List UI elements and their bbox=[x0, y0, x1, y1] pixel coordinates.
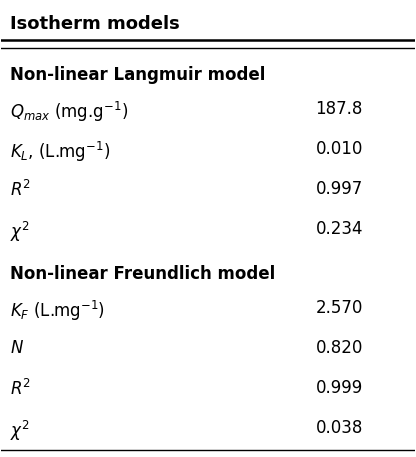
Text: $\chi^{2}$: $\chi^{2}$ bbox=[10, 220, 29, 244]
Text: $\mathit{N}$: $\mathit{N}$ bbox=[10, 339, 24, 357]
Text: 0.820: 0.820 bbox=[315, 339, 363, 357]
Text: 0.010: 0.010 bbox=[315, 140, 363, 158]
Text: 0.234: 0.234 bbox=[315, 220, 363, 238]
Text: Non-linear Langmuir model: Non-linear Langmuir model bbox=[10, 66, 265, 85]
Text: $\mathit{Q}_{max}$ (mg.g$^{-1}$): $\mathit{Q}_{max}$ (mg.g$^{-1}$) bbox=[10, 101, 128, 124]
Text: Non-linear Freundlich model: Non-linear Freundlich model bbox=[10, 265, 275, 283]
Text: 187.8: 187.8 bbox=[315, 101, 363, 118]
Text: 2.570: 2.570 bbox=[315, 299, 363, 317]
Text: $\mathit{R}^{2}$: $\mathit{R}^{2}$ bbox=[10, 180, 31, 200]
Text: 0.997: 0.997 bbox=[315, 180, 363, 198]
Text: 0.038: 0.038 bbox=[315, 419, 363, 436]
Text: $\chi^{2}$: $\chi^{2}$ bbox=[10, 419, 29, 443]
Text: $\mathit{K}_{F}$ (L.mg$^{-1}$): $\mathit{K}_{F}$ (L.mg$^{-1}$) bbox=[10, 299, 105, 323]
Text: Isotherm models: Isotherm models bbox=[10, 15, 179, 33]
Text: $\mathit{K}_{L}$, (L.mg$^{-1}$): $\mathit{K}_{L}$, (L.mg$^{-1}$) bbox=[10, 140, 110, 165]
Text: $\mathit{R}^{2}$: $\mathit{R}^{2}$ bbox=[10, 379, 31, 399]
Text: 0.999: 0.999 bbox=[315, 379, 363, 397]
